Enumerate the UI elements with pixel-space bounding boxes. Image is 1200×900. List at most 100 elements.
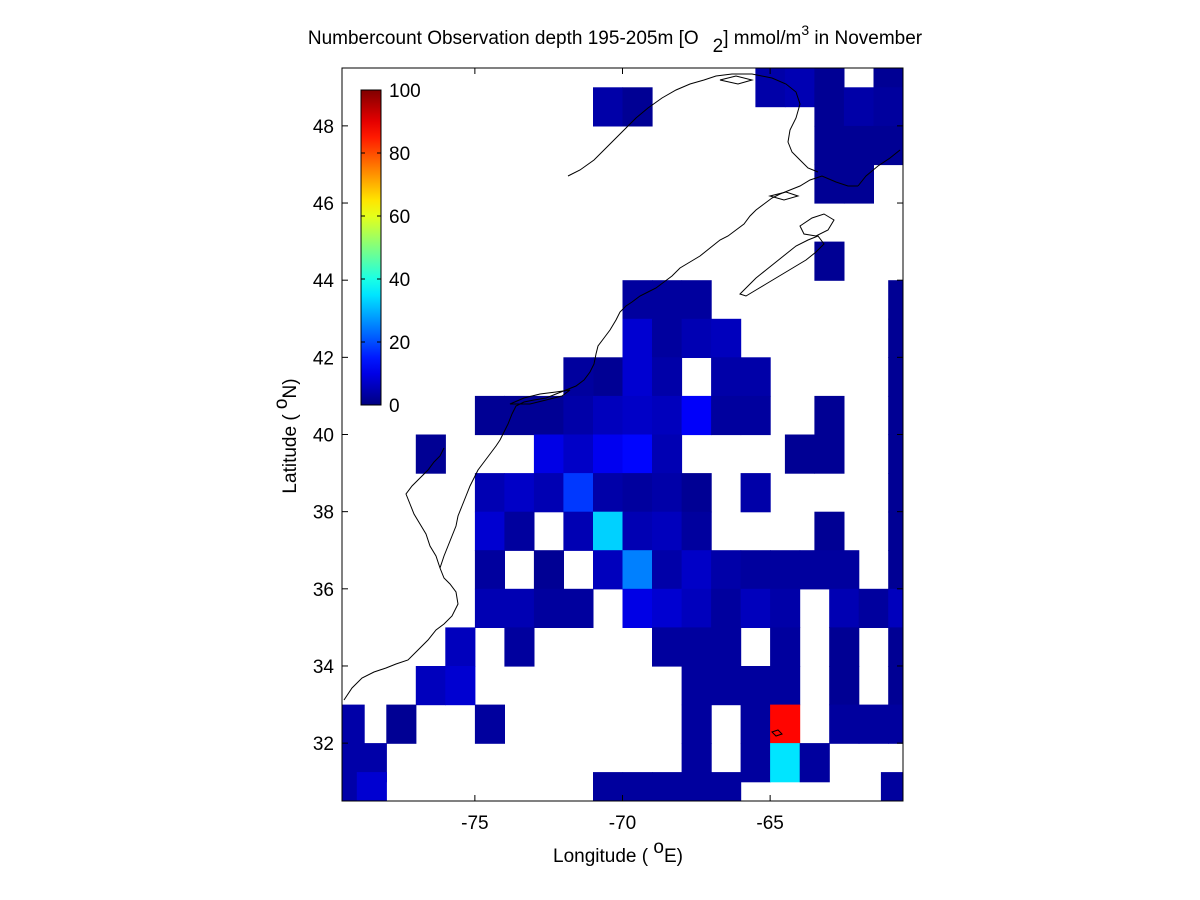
- heatmap-cell: [829, 666, 860, 706]
- heatmap-cell: [711, 318, 742, 358]
- heatmap-cell: [740, 357, 771, 397]
- title-subscript: 2: [713, 36, 724, 57]
- heatmap-cell: [622, 318, 653, 358]
- heatmap-cell: [711, 395, 742, 436]
- heatmap-cell: [681, 473, 712, 513]
- heatmap-cell: [770, 627, 801, 667]
- colorbar-tick-label: 100: [389, 81, 421, 102]
- y-tick-label: 48: [313, 117, 334, 138]
- y-tick-label: 36: [313, 580, 334, 601]
- heatmap-cell: [504, 473, 535, 513]
- heatmap-cell: [740, 395, 771, 436]
- heatmap-cell: [829, 627, 860, 667]
- heatmap-cell: [784, 68, 815, 108]
- heatmap-cell: [888, 704, 903, 744]
- heatmap-cell: [711, 627, 742, 667]
- heatmap-cell: [799, 550, 830, 590]
- heatmap-cell: [652, 357, 683, 397]
- y-axis-label-pre: Latitude (: [280, 409, 301, 494]
- heatmap-cell: [770, 743, 801, 783]
- heatmap-cell: [593, 473, 624, 513]
- heatmap-cell: [888, 318, 903, 358]
- heatmap-cell: [622, 395, 653, 436]
- heatmap-cell: [711, 550, 742, 590]
- heatmap-cell: [740, 550, 771, 590]
- heatmap-cell: [888, 473, 903, 513]
- heatmap-cell: [652, 772, 683, 801]
- heatmap-cell: [843, 164, 874, 204]
- heatmap-cell: [593, 772, 624, 801]
- x-tick-label: -70: [609, 813, 636, 834]
- heatmap-cell: [563, 511, 594, 551]
- heatmap-cell: [504, 511, 535, 551]
- heatmap-cell: [880, 772, 903, 801]
- heatmap-cell: [681, 395, 712, 436]
- heatmap-cell: [888, 395, 903, 436]
- heatmap-cell: [814, 395, 845, 436]
- y-tick-label: 38: [313, 503, 334, 524]
- heatmap-cell: [711, 666, 742, 706]
- y-tick-label: 42: [313, 348, 334, 369]
- heatmap-cell: [652, 280, 683, 320]
- heatmap-cell: [622, 511, 653, 551]
- heatmap-cell: [652, 627, 683, 667]
- heatmap-cell: [681, 588, 712, 628]
- coastline-us-east: [343, 175, 858, 701]
- heatmap-cell: [770, 666, 801, 706]
- x-axis-label-post: E): [664, 846, 683, 867]
- heatmap-cell: [770, 550, 801, 590]
- colorbar: 0 20 40 60 80 100: [360, 81, 421, 417]
- x-axis-label: Longitude ( oE): [553, 837, 683, 867]
- heatmap-cell: [888, 666, 903, 706]
- heatmap-cell: [504, 627, 535, 667]
- heatmap-cell: [829, 550, 860, 590]
- heatmap-cell: [622, 550, 653, 590]
- heatmap-cell: [652, 588, 683, 628]
- heatmap-cell: [622, 87, 653, 127]
- x-axis-ticks: -75 -70 -65: [461, 68, 784, 834]
- coastline-newfoundland: [857, 149, 901, 187]
- heatmap-cell: [415, 666, 446, 706]
- heatmap-cell: [681, 772, 712, 801]
- heatmap-cell: [445, 666, 476, 706]
- coastline-anticosti: [719, 75, 754, 85]
- heatmap-cell: [533, 434, 564, 474]
- heatmap-cell: [504, 395, 535, 436]
- heatmap-cell: [474, 588, 505, 628]
- heatmap-cell: [593, 550, 624, 590]
- heatmap-cell: [593, 357, 624, 397]
- y-axis-label: Latitude ( oN): [271, 378, 301, 493]
- heatmap-cell: [888, 627, 903, 667]
- heatmap-cell: [652, 511, 683, 551]
- heatmap-cell: [829, 704, 860, 744]
- heatmap-cell: [888, 588, 903, 628]
- heatmap-cell: [563, 473, 594, 513]
- heatmap-cell: [711, 357, 742, 397]
- heatmap-cell: [681, 704, 712, 744]
- heatmap-cell: [356, 772, 387, 801]
- heatmap-cell: [622, 280, 653, 320]
- colorbar-ticks: 0 20 40 60 80 100: [361, 81, 421, 417]
- coastline-st-lawrence: [567, 73, 819, 177]
- heatmap-cell: [593, 395, 624, 436]
- y-axis-label-post: N): [280, 378, 301, 398]
- heatmap-cell: [888, 280, 903, 320]
- y-axis-ticks: 32 34 36 38 40 42 44 46 48: [313, 117, 903, 755]
- heatmap-cell: [474, 550, 505, 590]
- heatmap-cell: [740, 588, 771, 628]
- x-tick-label: -65: [756, 813, 783, 834]
- heatmap-cell: [622, 434, 653, 474]
- heatmap-cell: [681, 627, 712, 667]
- heatmap-cell: [843, 87, 874, 127]
- heatmap-cell: [814, 241, 845, 281]
- heatmap-cell: [652, 395, 683, 436]
- x-tick-label: -75: [461, 813, 488, 834]
- heatmap-cell: [888, 511, 903, 551]
- y-tick-label: 32: [313, 734, 334, 755]
- heatmap-cell: [681, 318, 712, 358]
- heatmap-cell: [740, 704, 771, 744]
- heatmap-cell: [652, 434, 683, 474]
- heatmap-cell: [593, 87, 624, 127]
- heatmap-cell: [593, 434, 624, 474]
- heatmap-cell: [858, 588, 889, 628]
